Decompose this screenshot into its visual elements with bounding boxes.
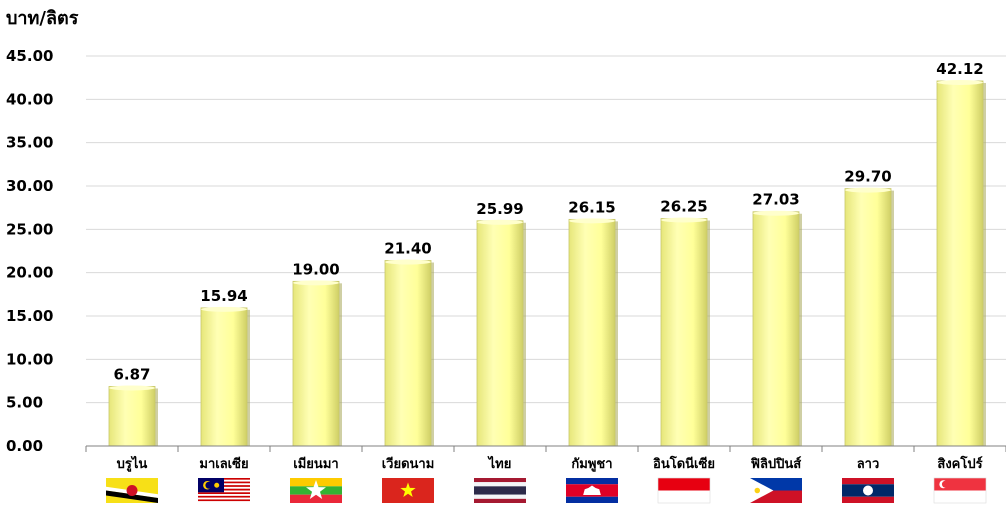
bar-body [752,211,800,447]
vietnam-flag [382,478,434,503]
category-label: มาเลเซีย [199,456,248,472]
category-labels: บรูไน มาเลเซีย เมียนมา เวียดนาม ไทย กัมพูชา อิ… [117,455,983,472]
data-label: 26.15 [568,198,615,216]
bar [936,79,986,447]
bar-body [200,307,248,447]
bar-body [476,220,524,447]
category-label: ไทย [487,455,512,472]
bar-body [384,260,432,447]
y-tick-label: 0.00 [6,437,43,455]
data-label: 19.00 [292,260,339,278]
bar-top [845,187,891,193]
bar-top [753,210,799,216]
y-tick-label: 45.00 [6,47,53,65]
bars [108,79,986,447]
bar [108,385,158,447]
bar-body [108,386,156,447]
singapore-flag [933,477,987,504]
data-label: 27.03 [752,191,799,209]
bar-top [293,280,339,286]
flags [106,477,987,504]
category-label: ลาว [857,457,880,472]
data-label: 42.12 [936,60,983,78]
bar-top [385,259,431,265]
philippines-flag [750,478,802,503]
indonesia-flag [657,477,711,504]
bar-body [660,218,708,447]
category-label: บรูไน [117,455,148,472]
bar [200,306,250,447]
bar-body [568,218,616,447]
data-label: 6.87 [113,365,150,383]
bar-top [937,79,983,85]
category-label: เมียนมา [293,456,338,472]
y-tick-label: 20.00 [6,264,53,282]
myanmar-flag [290,478,342,503]
bar-top [109,385,155,391]
bar-top [477,219,523,225]
y-axis-ticks: 0.00 5.00 10.00 15.00 20.00 25.00 30.00 35.00 40… [6,47,53,455]
category-label: อินโดนีเซีย [653,455,715,472]
laos-flag [842,478,894,503]
category-label: สิงคโปร์ [937,455,982,472]
bar-body [936,80,984,447]
bar-top [201,306,247,312]
y-tick-label: 35.00 [6,134,53,152]
data-label: 26.25 [660,198,707,216]
y-axis-title: บาท/ลิตร [6,8,79,29]
y-tick-label: 25.00 [6,220,53,238]
y-tick-label: 15.00 [6,307,53,325]
data-label: 25.99 [476,200,523,218]
brunei-flag [106,478,158,503]
category-label: ฟิลิปปินส์ [750,456,801,472]
malaysia-flag [198,478,250,503]
thailand-flag [474,478,526,503]
bar [476,219,526,447]
category-label: กัมพูชา [571,457,612,472]
data-label: 29.70 [844,168,891,186]
y-tick-label: 30.00 [6,177,53,195]
bar-body [844,188,892,447]
data-labels: 6.87 15.94 19.00 21.40 25.99 26.15 26.25 27.03 2… [113,60,983,383]
x-axis [85,445,1006,452]
bar-top [569,218,615,224]
bar [292,280,342,447]
category-label: เวียดนาม [382,456,435,472]
y-tick-label: 5.00 [6,394,43,412]
bar-body [292,280,340,447]
cambodia-flag [566,478,618,503]
data-label: 21.40 [384,240,431,258]
bar [844,187,894,447]
y-tick-label: 40.00 [6,90,53,108]
bar [384,259,434,447]
bar [752,210,802,447]
bar-top [661,217,707,223]
data-label: 15.94 [200,287,247,305]
y-tick-label: 10.00 [6,350,53,368]
bar [568,218,618,447]
bar [660,217,710,447]
